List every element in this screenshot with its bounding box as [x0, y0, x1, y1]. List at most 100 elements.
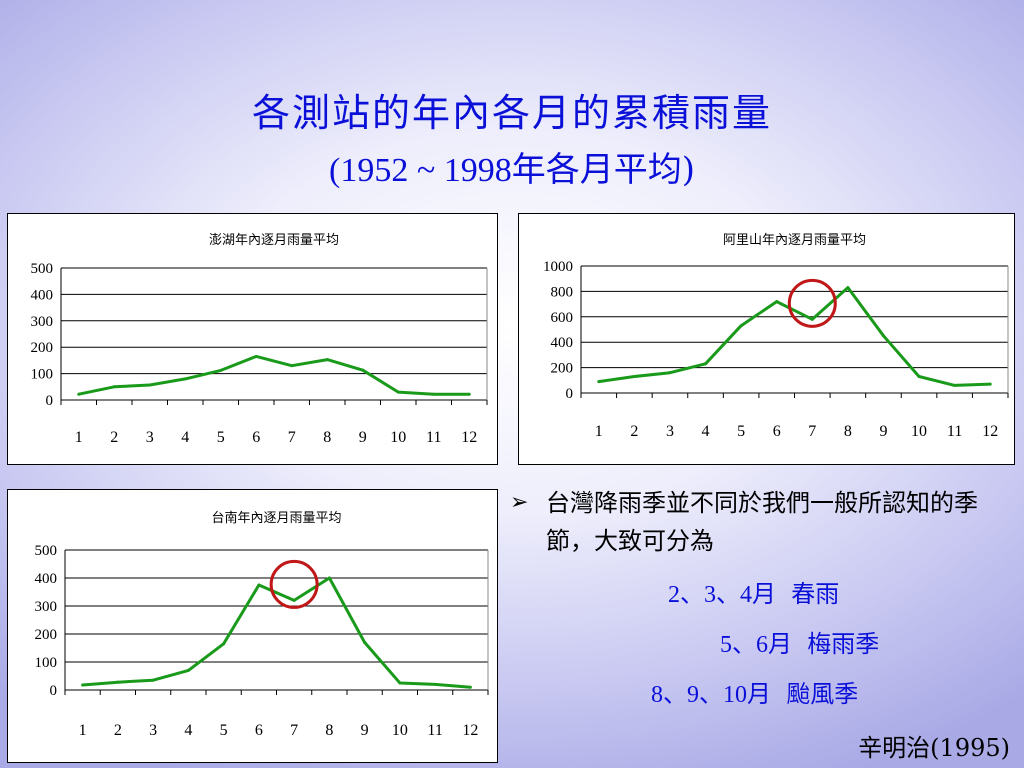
penghu-xtick-label-5: 5	[217, 429, 225, 446]
alishan-point-3	[668, 371, 672, 375]
alishan-point-11	[953, 383, 957, 387]
alishan-ytick-label-400: 400	[551, 335, 574, 351]
season-spring-name: 春雨	[791, 580, 840, 608]
season-plum-rain-name: 梅雨季	[807, 630, 880, 658]
tainan-xtick-label-2: 2	[114, 722, 122, 739]
tainan-point-1	[81, 683, 85, 687]
season-spring: 2、3、4月 春雨	[668, 574, 839, 609]
alishan-xtick-label-8: 8	[844, 423, 852, 440]
alishan-ytick-label-800: 800	[551, 284, 574, 300]
tainan-point-11	[433, 682, 437, 686]
season-plum-rain-months: 5、6月	[720, 632, 792, 658]
alishan-xtick-label-7: 7	[808, 423, 816, 440]
penghu-chart: 澎湖年內逐月雨量平均 0 100 200 300 400 500 1 2 3 4 5 6 7 8 9 10 11 1…	[7, 213, 498, 465]
alishan-xtick-label-6: 6	[773, 423, 781, 440]
penghu-ytick-label-200: 200	[31, 340, 54, 356]
tainan-xtick-label-5: 5	[220, 722, 228, 739]
tainan-point-9	[363, 640, 367, 644]
alishan-point-4	[704, 362, 708, 366]
tainan-xtick-label-12: 12	[462, 722, 478, 739]
penghu-ytick-label-500: 500	[31, 261, 54, 277]
tainan-point-10	[398, 681, 402, 685]
alishan-xtick-label-11: 11	[947, 423, 962, 440]
slide-subtitle: (1952 ~ 1998年各月平均)	[0, 142, 1024, 191]
tainan-rainfall-line	[82, 576, 471, 689]
alishan-point-1	[597, 380, 601, 384]
penghu-xtick-label-1: 1	[75, 429, 83, 446]
alishan-xtick-label-2: 2	[630, 423, 638, 440]
alishan-point-8	[846, 286, 850, 290]
penghu-ytick-label-100: 100	[31, 367, 54, 383]
tainan-point-8	[327, 576, 331, 580]
tainan-xtick-label-6: 6	[255, 722, 263, 739]
alishan-point-5	[739, 324, 743, 328]
penghu-point-11	[432, 392, 436, 396]
penghu-xtick-label-10: 10	[390, 429, 406, 446]
bullet-point: ➢ 台灣降雨季並不同於我們一般所認知的季節，大致可分為	[510, 484, 1010, 560]
penghu-point-3	[148, 383, 152, 387]
penghu-point-7	[290, 364, 294, 368]
alishan-point-2	[632, 374, 636, 378]
alishan-chart: 阿里山年內逐月雨量平均 0 200 400 600 800 1000 1 2 3 4 5 6 7 8 9 10 1…	[518, 213, 1015, 465]
tainan-xtick-label-8: 8	[325, 722, 333, 739]
penghu-xtick-label-11: 11	[426, 429, 441, 446]
penghu-point-8	[325, 358, 329, 362]
penghu-xtick-label-4: 4	[181, 429, 189, 446]
alishan-xtick-label-4: 4	[702, 423, 710, 440]
tainan-xtick-label-4: 4	[184, 722, 192, 739]
bullet-text: 台灣降雨季並不同於我們一般所認知的季節，大致可分為	[546, 489, 978, 555]
alishan-point-10	[917, 374, 921, 378]
slide-title: 各測站的年內各月的累積雨量	[251, 91, 772, 135]
tainan-xtick-label-3: 3	[149, 722, 157, 739]
penghu-xtick-label-8: 8	[323, 429, 331, 446]
penghu-point-2	[112, 385, 116, 389]
tainan-ytick-label-0: 0	[50, 683, 58, 699]
alishan-point-12	[988, 382, 992, 386]
tainan-chart: 台南年內逐月雨量平均 0 100 200 300 400 500 1 2 3 4 5 6 7 8 9 10 11 1…	[7, 489, 498, 763]
penghu-ytick-label-300: 300	[31, 314, 54, 330]
penghu-xtick-label-2: 2	[110, 429, 118, 446]
penghu-point-4	[183, 377, 187, 381]
tainan-point-6	[257, 583, 261, 587]
penghu-point-5	[219, 368, 223, 372]
tainan-ytick-label-300: 300	[35, 599, 58, 615]
arrow-bullet-icon: ➢	[510, 490, 529, 515]
season-typhoon-months: 8、9、10月	[651, 682, 771, 708]
tainan-xtick-label-10: 10	[392, 722, 408, 739]
penghu-point-10	[396, 390, 400, 394]
alishan-ytick-label-1000: 1000	[543, 259, 573, 275]
season-spring-months: 2、3、4月	[668, 582, 776, 608]
alishan-xtick-label-9: 9	[879, 423, 887, 440]
penghu-ytick-label-0: 0	[46, 393, 54, 409]
season-typhoon-name: 颱風季	[786, 680, 859, 708]
tainan-point-3	[151, 678, 155, 682]
alishan-point-6	[775, 300, 779, 304]
alishan-xtick-label-3: 3	[666, 423, 674, 440]
penghu-point-12	[467, 392, 471, 396]
tainan-ytick-label-100: 100	[35, 655, 58, 671]
penghu-point-9	[361, 368, 365, 372]
subtitle-suffix: 年各月平均)	[511, 150, 695, 190]
alishan-xtick-label-10: 10	[911, 423, 927, 440]
tainan-point-2	[116, 680, 120, 684]
season-typhoon: 8、9、10月 颱風季	[651, 674, 858, 709]
penghu-chart-title: 澎湖年內逐月雨量平均	[209, 233, 339, 248]
tainan-xtick-label-1: 1	[79, 722, 87, 739]
alishan-rainfall-line	[598, 286, 991, 387]
penghu-rainfall-line	[78, 354, 470, 396]
penghu-ytick-label-400: 400	[31, 287, 54, 303]
alishan-xtick-label-1: 1	[595, 423, 603, 440]
penghu-xtick-label-3: 3	[146, 429, 154, 446]
tainan-highlight-circle	[269, 559, 319, 609]
alishan-point-9	[881, 334, 885, 338]
tainan-xtick-label-7: 7	[290, 722, 298, 739]
tainan-ytick-label-400: 400	[35, 571, 58, 587]
penghu-point-1	[77, 392, 81, 396]
tainan-point-5	[222, 642, 226, 646]
penghu-xtick-label-6: 6	[252, 429, 260, 446]
penghu-xtick-label-12: 12	[461, 429, 477, 446]
citation: 辛明治(1995)	[858, 734, 1010, 762]
alishan-xtick-label-5: 5	[737, 423, 745, 440]
alishan-chart-title: 阿里山年內逐月雨量平均	[723, 233, 866, 248]
